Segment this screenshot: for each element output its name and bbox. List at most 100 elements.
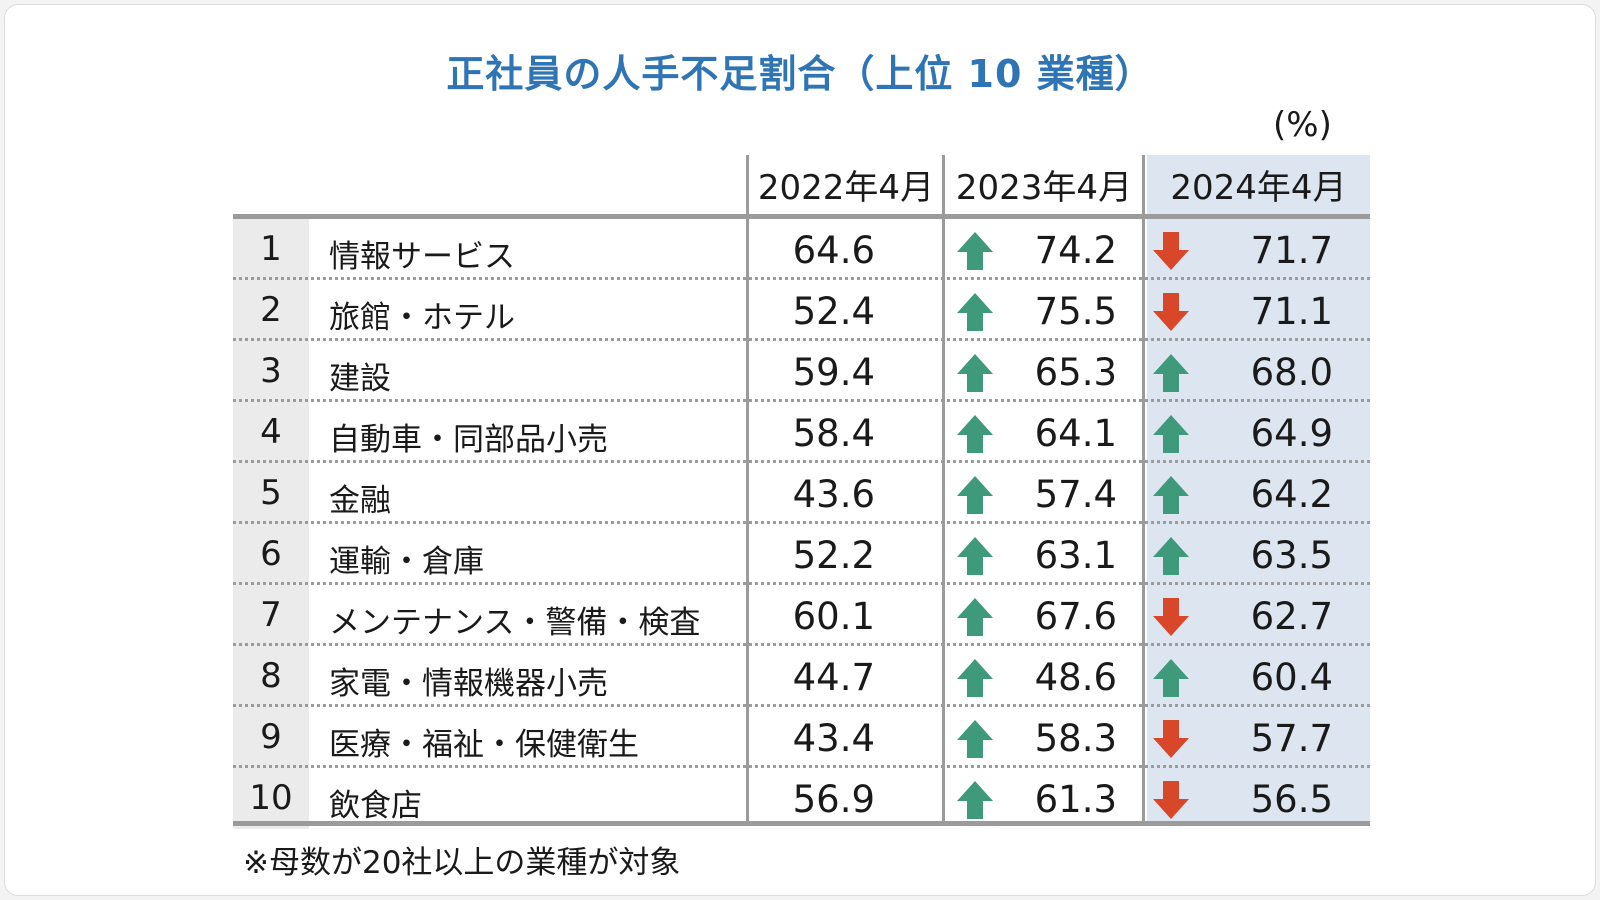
rank-number: 10 [249, 778, 293, 818]
industry-name: 運輸・倉庫 [329, 544, 484, 580]
down-arrow-icon [1153, 720, 1189, 758]
highlight-column-2024 [1147, 155, 1370, 825]
row-separator [233, 277, 1370, 280]
row-separator [233, 704, 1370, 707]
up-arrow-icon [1153, 415, 1189, 453]
table-row: 5 金融 43.6 57.4 64.2 [233, 463, 1370, 524]
row-separator [233, 460, 1370, 463]
unit-label: (%) [1273, 105, 1332, 145]
industry-name: メンテナンス・警備・検査 [329, 605, 701, 641]
rank-cell: 10 [233, 768, 309, 829]
down-arrow-icon [1153, 598, 1189, 636]
table-row: 6 運輸・倉庫 52.2 63.1 63.5 [233, 524, 1370, 585]
value-2023: 58.3 [1034, 717, 1117, 760]
rank-cell: 8 [233, 646, 309, 707]
value-2022: 52.4 [792, 290, 875, 333]
row-separator [233, 582, 1370, 585]
bottom-rule [233, 821, 1370, 826]
column-header-2023: 2023年4月 [955, 168, 1133, 208]
up-arrow-icon [957, 537, 993, 575]
value-2022: 43.6 [792, 473, 875, 516]
up-arrow-icon [957, 720, 993, 758]
rank-cell: 6 [233, 524, 309, 585]
value-2024: 68.0 [1250, 351, 1333, 394]
value-2024: 63.5 [1250, 534, 1333, 577]
column-divider [942, 155, 945, 825]
up-arrow-icon [957, 293, 993, 331]
row-separator [233, 521, 1370, 524]
chart-card: 正社員の人手不足割合（上位 10 業種） (%) 2022年4月 2023年4月… [4, 4, 1596, 896]
row-separator [233, 765, 1370, 768]
rank-number: 6 [260, 534, 282, 574]
footnote: ※母数が20社以上の業種が対象 [243, 845, 681, 881]
up-arrow-icon [1153, 537, 1189, 575]
value-2023: 64.1 [1034, 412, 1117, 455]
table-row: 7 メンテナンス・警備・検査 60.1 67.6 62.7 [233, 585, 1370, 646]
industry-name: 自動車・同部品小売 [329, 422, 608, 458]
up-arrow-icon [1153, 476, 1189, 514]
value-2023: 67.6 [1034, 595, 1117, 638]
value-2022: 43.4 [792, 717, 875, 760]
table-row: 9 医療・福祉・保健衛生 43.4 58.3 57.7 [233, 707, 1370, 768]
up-arrow-icon [957, 232, 993, 270]
row-separator [233, 338, 1370, 341]
rank-number: 9 [260, 717, 282, 757]
value-2024: 62.7 [1250, 595, 1333, 638]
value-2022: 56.9 [792, 778, 875, 821]
up-arrow-icon [1153, 659, 1189, 697]
value-2024: 64.2 [1250, 473, 1333, 516]
value-2022: 44.7 [792, 656, 875, 699]
value-2024: 57.7 [1250, 717, 1333, 760]
value-2023: 74.2 [1034, 229, 1117, 272]
value-2022: 64.6 [792, 229, 875, 272]
value-2024: 64.9 [1250, 412, 1333, 455]
value-2022: 59.4 [792, 351, 875, 394]
industry-name: 家電・情報機器小売 [329, 666, 608, 702]
rank-cell: 2 [233, 280, 309, 341]
value-2023: 75.5 [1034, 290, 1117, 333]
row-separator [233, 399, 1370, 402]
industry-name: 情報サービス [329, 239, 515, 275]
table-row: 10 飲食店 56.9 61.3 56.5 [233, 768, 1370, 829]
rank-cell: 7 [233, 585, 309, 646]
value-2024: 71.7 [1250, 229, 1333, 272]
value-2022: 52.2 [792, 534, 875, 577]
column-header-2024: 2024年4月 [1170, 168, 1347, 208]
up-arrow-icon [957, 781, 993, 819]
rank-cell: 3 [233, 341, 309, 402]
down-arrow-icon [1153, 232, 1189, 270]
industry-name: 医療・福祉・保健衛生 [329, 727, 639, 763]
up-arrow-icon [957, 476, 993, 514]
down-arrow-icon [1153, 781, 1189, 819]
rank-number: 2 [260, 290, 282, 330]
up-arrow-icon [957, 354, 993, 392]
column-header-2022: 2022年4月 [757, 168, 935, 208]
table-row: 2 旅館・ホテル 52.4 75.5 71.1 [233, 280, 1370, 341]
header-rule [233, 214, 1370, 219]
column-divider [746, 155, 749, 825]
value-2023: 57.4 [1034, 473, 1117, 516]
table-row: 8 家電・情報機器小売 44.7 48.6 60.4 [233, 646, 1370, 707]
rank-number: 3 [260, 351, 282, 391]
up-arrow-icon [957, 659, 993, 697]
value-2023: 48.6 [1034, 656, 1117, 699]
down-arrow-icon [1153, 293, 1189, 331]
up-arrow-icon [1153, 354, 1189, 392]
up-arrow-icon [957, 598, 993, 636]
value-2024: 71.1 [1250, 290, 1333, 333]
value-2022: 58.4 [792, 412, 875, 455]
rank-cell: 4 [233, 402, 309, 463]
table-row: 3 建設 59.4 65.3 68.0 [233, 341, 1370, 402]
rank-number: 1 [260, 229, 282, 269]
up-arrow-icon [957, 415, 993, 453]
row-separator [233, 643, 1370, 646]
value-2023: 63.1 [1034, 534, 1117, 577]
industry-name: 飲食店 [329, 788, 422, 824]
rank-number: 7 [260, 595, 282, 635]
rank-number: 5 [260, 473, 282, 513]
table-row: 1 情報サービス 64.6 74.2 71.7 [233, 219, 1370, 280]
value-2024: 56.5 [1250, 778, 1333, 821]
industry-name: 金融 [329, 483, 391, 519]
rank-cell: 1 [233, 219, 309, 280]
chart-title: 正社員の人手不足割合（上位 10 業種） [446, 52, 1154, 96]
